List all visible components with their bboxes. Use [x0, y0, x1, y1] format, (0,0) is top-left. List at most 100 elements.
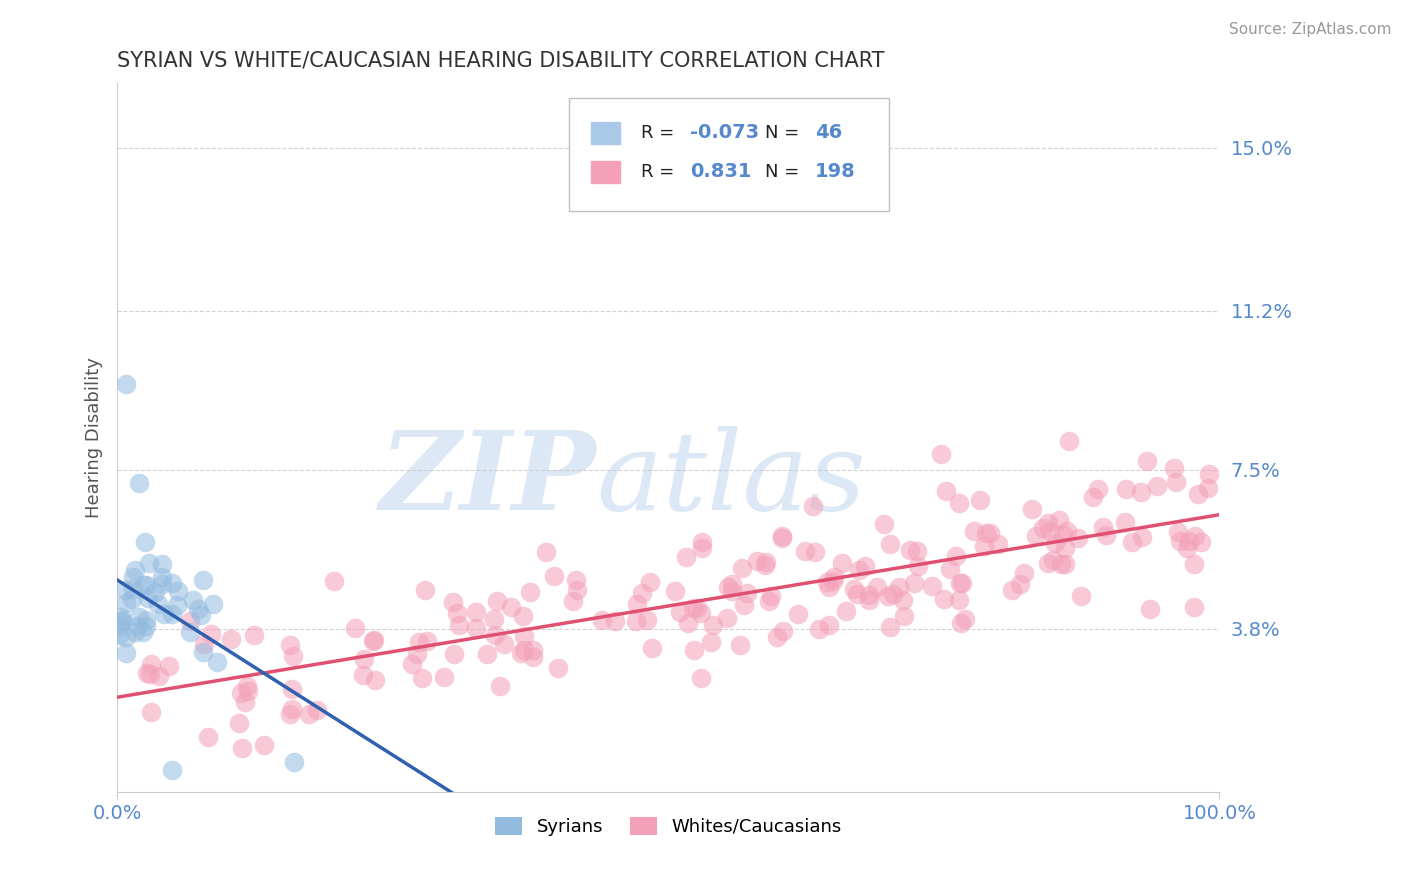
- Point: [948, 496, 970, 510]
- Text: R =: R =: [641, 124, 679, 142]
- Point: [1114, 515, 1136, 529]
- Point: [152, 607, 174, 621]
- Point: [465, 621, 488, 635]
- Point: [664, 583, 686, 598]
- Point: [1042, 552, 1064, 566]
- Point: [733, 598, 755, 612]
- Point: [124, 624, 146, 639]
- Point: [803, 544, 825, 558]
- Point: [513, 642, 536, 657]
- Point: [484, 628, 506, 642]
- Point: [624, 614, 647, 628]
- Point: [728, 638, 751, 652]
- Point: [482, 612, 505, 626]
- Point: [858, 588, 880, 602]
- Text: SYRIAN VS WHITE/CAUCASIAN HEARING DISABILITY CORRELATION CHART: SYRIAN VS WHITE/CAUCASIAN HEARING DISABI…: [117, 51, 884, 70]
- Point: [1053, 541, 1076, 556]
- Point: [148, 668, 170, 682]
- Point: [1091, 520, 1114, 534]
- Point: [150, 576, 173, 591]
- Text: N =: N =: [765, 163, 806, 181]
- Point: [228, 716, 250, 731]
- Point: [759, 589, 782, 603]
- Point: [405, 647, 427, 661]
- Text: ZIP: ZIP: [380, 426, 596, 534]
- FancyBboxPatch shape: [591, 121, 620, 145]
- Point: [134, 578, 156, 592]
- Point: [1036, 557, 1059, 571]
- Point: [683, 642, 706, 657]
- Y-axis label: Hearing Disability: Hearing Disability: [86, 357, 103, 518]
- Point: [236, 684, 259, 698]
- Point: [141, 657, 163, 671]
- Point: [823, 574, 845, 588]
- FancyBboxPatch shape: [591, 161, 620, 183]
- Point: [1197, 482, 1219, 496]
- Point: [948, 592, 970, 607]
- Point: [721, 577, 744, 591]
- Point: [281, 701, 304, 715]
- Point: [949, 615, 972, 630]
- Point: [131, 625, 153, 640]
- Point: [353, 652, 375, 666]
- Point: [477, 647, 499, 661]
- Point: [1032, 521, 1054, 535]
- Point: [1008, 576, 1031, 591]
- Point: [1177, 534, 1199, 549]
- Point: [1021, 502, 1043, 516]
- Point: [721, 583, 744, 598]
- Point: [1136, 454, 1159, 468]
- Point: [150, 570, 173, 584]
- Point: [449, 618, 471, 632]
- Point: [201, 597, 224, 611]
- Point: [1053, 557, 1076, 571]
- Point: [298, 707, 321, 722]
- Point: [124, 563, 146, 577]
- Point: [160, 576, 183, 591]
- Point: [866, 580, 889, 594]
- Point: [1045, 535, 1067, 549]
- Point: [534, 545, 557, 559]
- Point: [835, 604, 858, 618]
- Point: [1057, 434, 1080, 449]
- Point: [110, 615, 132, 629]
- Point: [322, 574, 344, 589]
- Point: [567, 583, 589, 598]
- Point: [110, 610, 132, 624]
- Point: [973, 539, 995, 553]
- Point: [278, 638, 301, 652]
- Point: [641, 640, 664, 655]
- Point: [162, 764, 184, 778]
- Point: [128, 475, 150, 490]
- Point: [401, 657, 423, 671]
- Point: [815, 574, 838, 589]
- Point: [146, 598, 169, 612]
- Legend: Syrians, Whites/Caucasians: Syrians, Whites/Caucasians: [488, 809, 849, 843]
- Point: [976, 526, 998, 541]
- Point: [689, 671, 711, 685]
- Text: Source: ZipAtlas.com: Source: ZipAtlas.com: [1229, 22, 1392, 37]
- Text: 46: 46: [815, 123, 842, 143]
- Point: [1189, 535, 1212, 549]
- Point: [1182, 599, 1205, 614]
- Point: [921, 579, 943, 593]
- Point: [1025, 529, 1047, 543]
- Point: [519, 585, 541, 599]
- Point: [157, 659, 180, 673]
- Point: [281, 681, 304, 696]
- Point: [281, 648, 304, 663]
- Point: [510, 646, 533, 660]
- Point: [138, 591, 160, 605]
- Text: atlas: atlas: [596, 426, 866, 534]
- Point: [858, 592, 880, 607]
- Point: [853, 559, 876, 574]
- Point: [823, 570, 845, 584]
- Point: [361, 634, 384, 648]
- Point: [138, 557, 160, 571]
- Point: [485, 594, 508, 608]
- Point: [873, 517, 896, 532]
- Point: [879, 619, 901, 633]
- Point: [443, 647, 465, 661]
- Point: [1163, 461, 1185, 475]
- FancyBboxPatch shape: [569, 97, 889, 211]
